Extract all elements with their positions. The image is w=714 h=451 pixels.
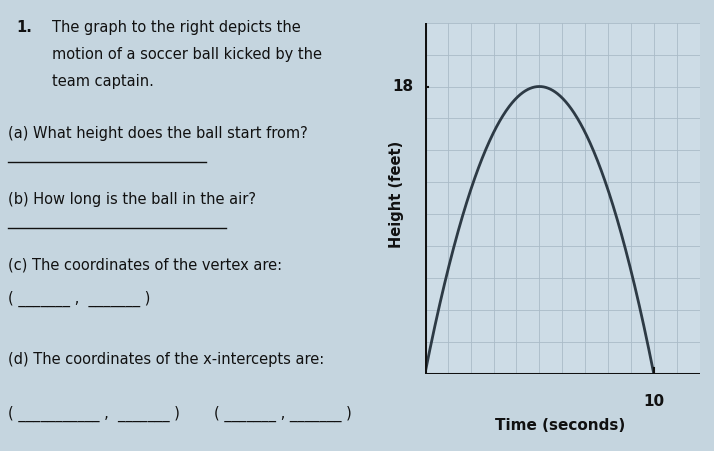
Text: (c) The coordinates of the vertex are:: (c) The coordinates of the vertex are: (8, 257, 282, 272)
Text: Time (seconds): Time (seconds) (496, 418, 625, 433)
Text: team captain.: team captain. (51, 74, 154, 89)
Text: motion of a soccer ball kicked by the: motion of a soccer ball kicked by the (51, 47, 321, 62)
Text: (b) How long is the ball in the air?: (b) How long is the ball in the air? (8, 192, 256, 207)
Text: 1.: 1. (16, 20, 31, 35)
Text: 18: 18 (392, 79, 413, 94)
Text: ( _______ , _______ ): ( _______ , _______ ) (214, 406, 352, 422)
Text: (a) What height does the ball start from?: (a) What height does the ball start from… (8, 126, 308, 141)
Text: (d) The coordinates of the x-intercepts are:: (d) The coordinates of the x-intercepts … (8, 352, 324, 367)
Text: 10: 10 (643, 394, 665, 409)
Text: ( ___________ ,  _______ ): ( ___________ , _______ ) (8, 406, 180, 422)
Text: ( _______ ,  _______ ): ( _______ , _______ ) (8, 291, 151, 307)
Text: The graph to the right depicts the: The graph to the right depicts the (51, 20, 301, 35)
Text: Height (feet): Height (feet) (388, 140, 404, 248)
